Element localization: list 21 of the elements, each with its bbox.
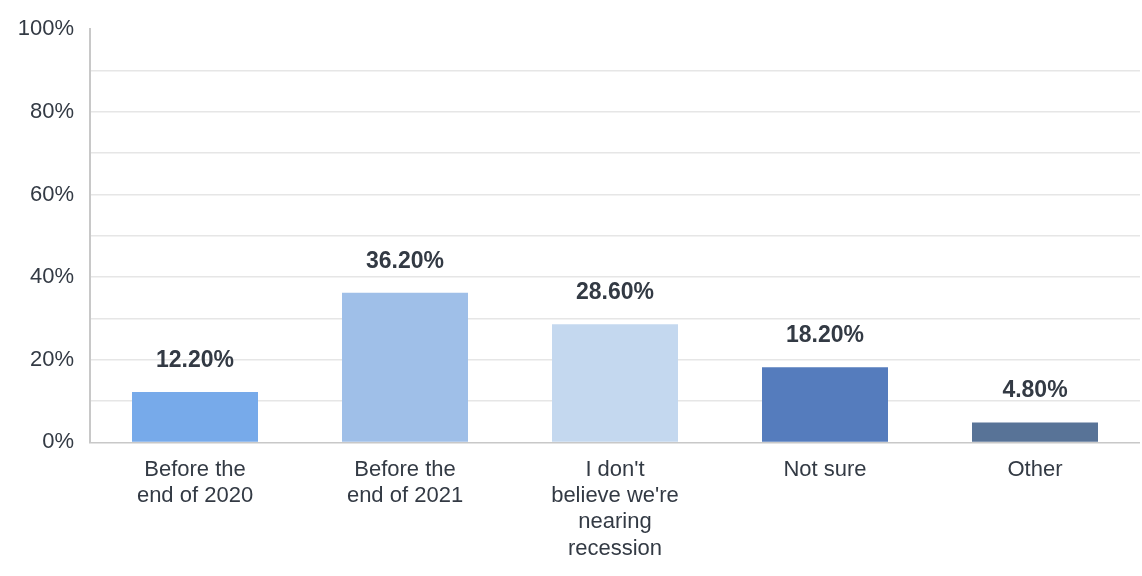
y-tick-label: 20% (29, 345, 74, 371)
data-label: 18.20% (785, 321, 865, 348)
data-label: 4.80% (1002, 376, 1068, 403)
x-tick-label: Not sure (783, 455, 867, 481)
bar (552, 324, 678, 442)
data-label: 36.20% (365, 246, 445, 273)
y-tick-label: 0% (42, 428, 74, 454)
x-tick-label: Before the end of 2020 (136, 455, 254, 508)
bar (972, 422, 1098, 442)
bar (342, 292, 468, 442)
bar (762, 367, 888, 442)
y-tick-label: 40% (29, 263, 74, 289)
bar (132, 391, 258, 442)
y-tick-label: 100% (17, 15, 74, 41)
data-label: 12.20% (155, 345, 235, 372)
x-tick-label: Other (1007, 455, 1063, 481)
y-tick-label: 80% (29, 97, 74, 123)
x-tick-label: I don't believe we're nearing recession (551, 455, 679, 560)
y-tick-label: 60% (29, 180, 74, 206)
data-label: 28.60% (575, 278, 655, 305)
x-tick-label: Before the end of 2021 (346, 455, 464, 508)
